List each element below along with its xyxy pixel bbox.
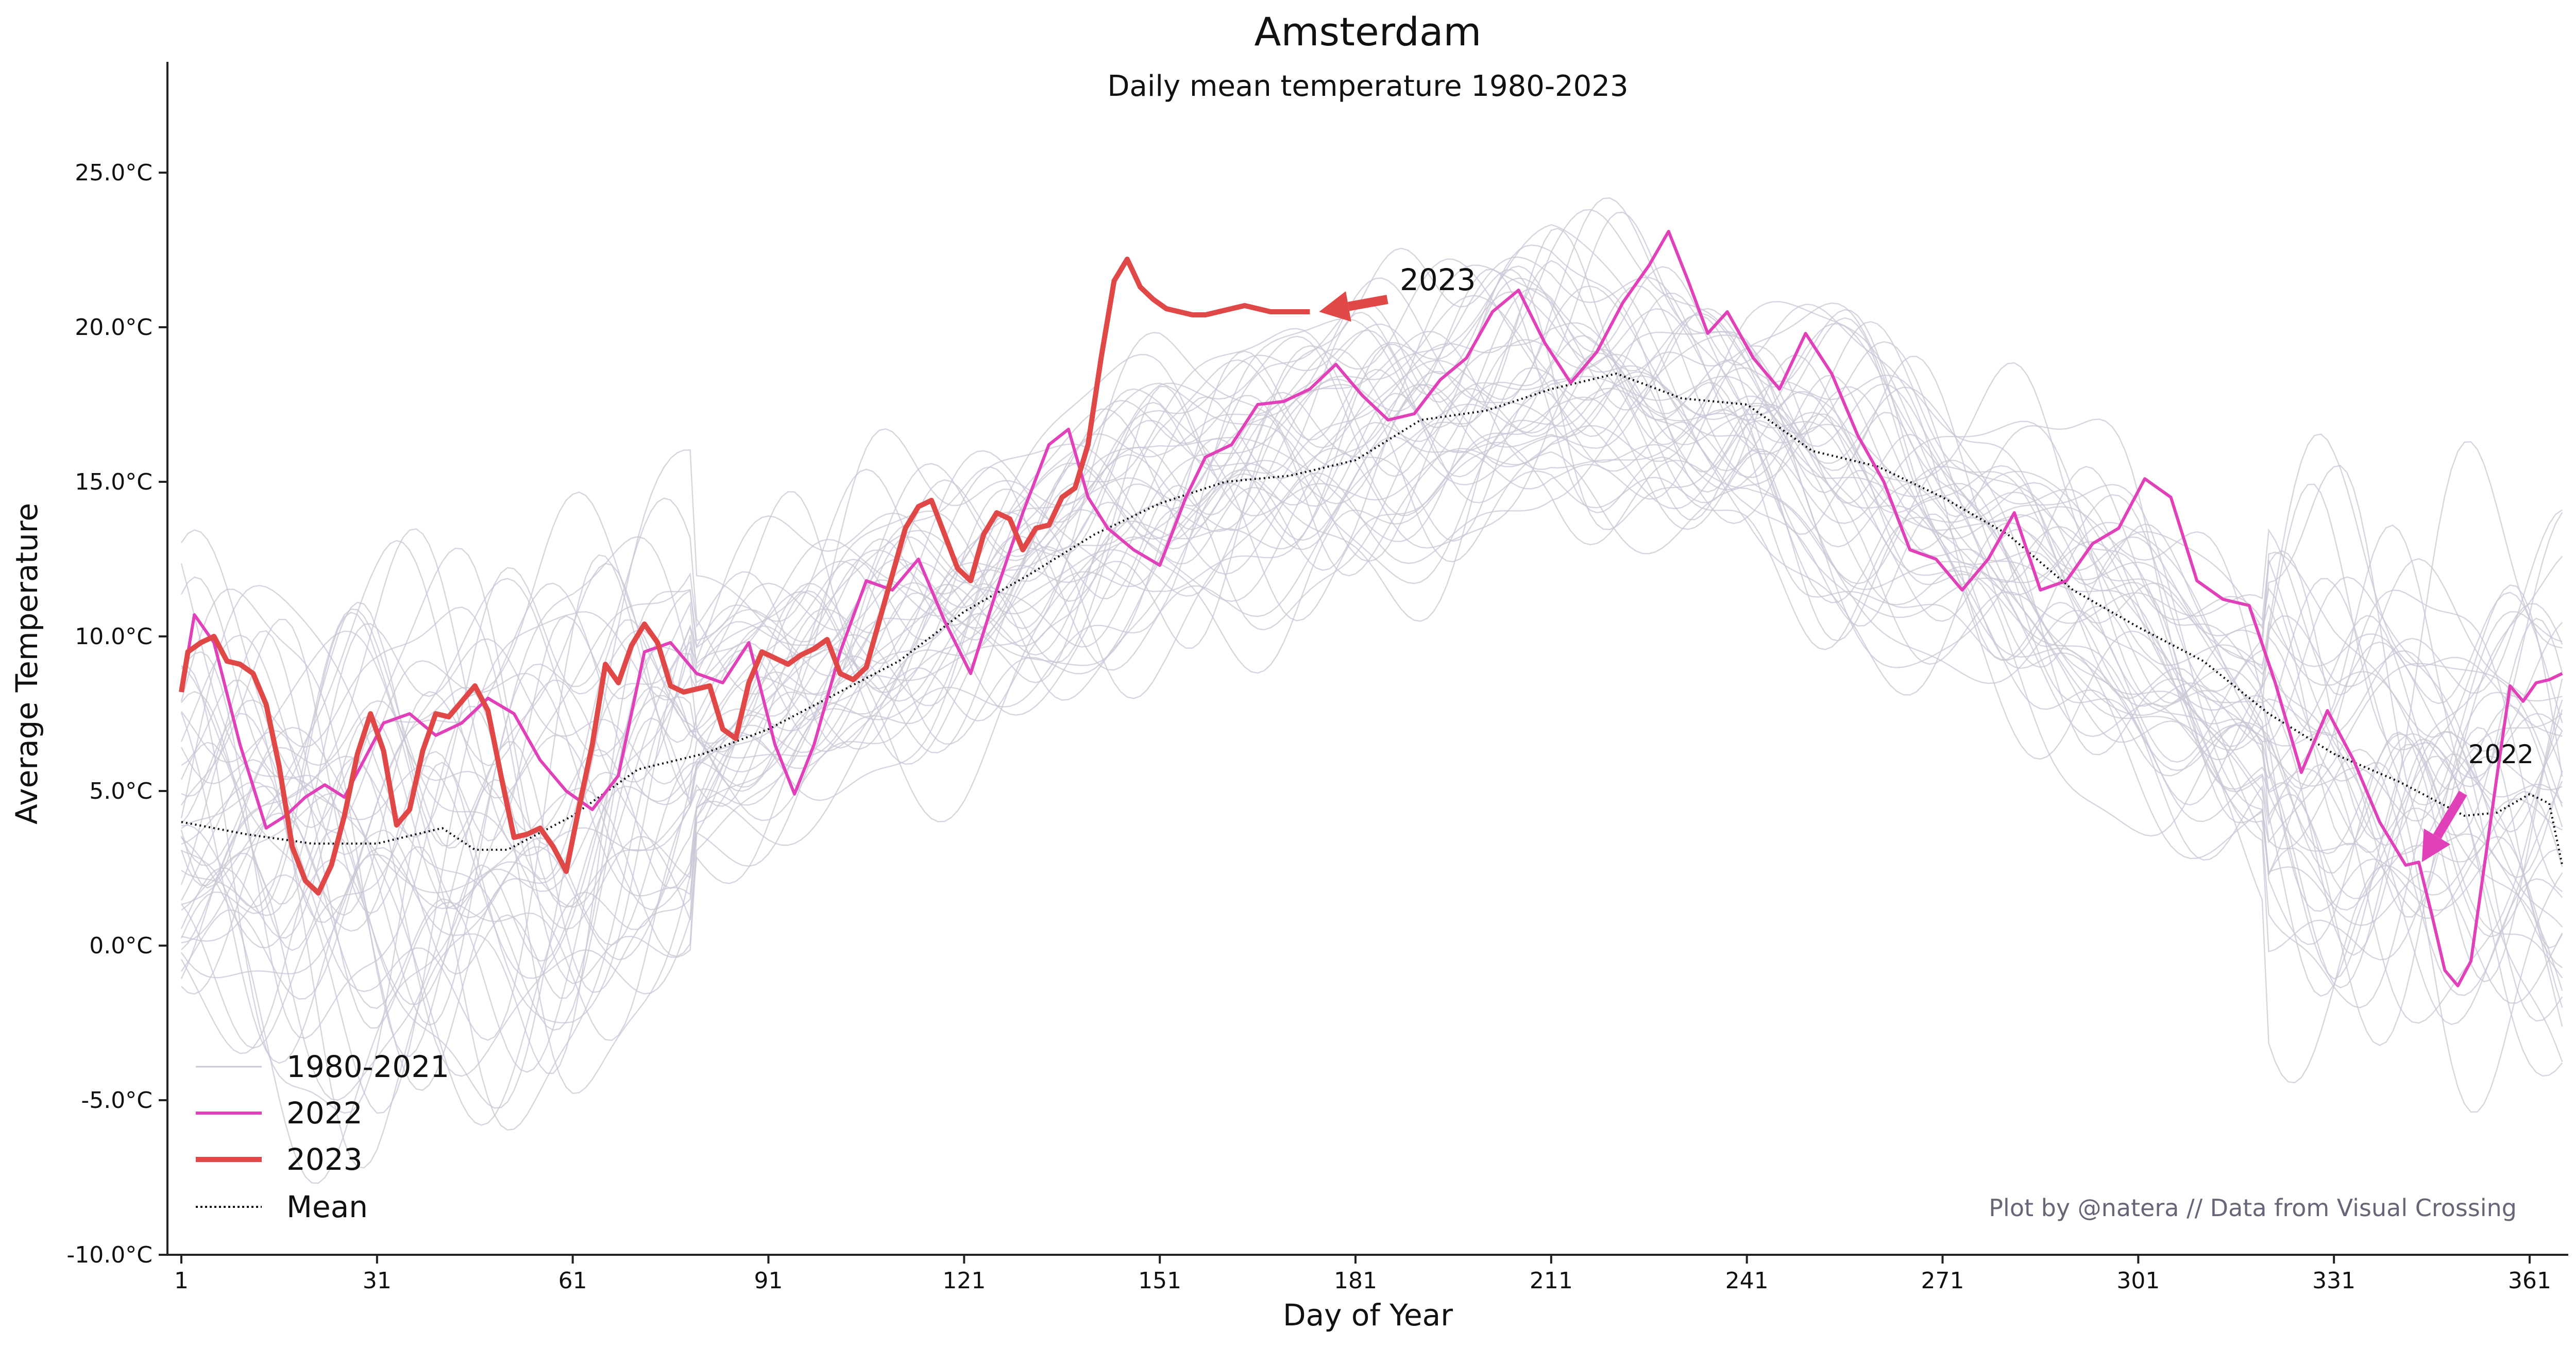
history-line-2003 — [181, 335, 2563, 1008]
x-tick-label: 151 — [1138, 1268, 1181, 1294]
y-tick-label: -10.0°C — [66, 1242, 152, 1268]
history-line-1994 — [181, 295, 2563, 1027]
x-tick-label: 31 — [363, 1268, 392, 1294]
annotation-2022-label: 2022 — [2468, 739, 2534, 769]
x-tick-label: 331 — [2312, 1268, 2355, 1294]
y-tick-label: 0.0°C — [89, 933, 152, 959]
x-tick-label: 241 — [1725, 1268, 1769, 1294]
history-line-1991 — [181, 317, 2563, 1095]
legend-label-2022: 2022 — [286, 1096, 363, 1131]
series-2023-line — [179, 257, 1310, 896]
history-line-2007 — [180, 334, 2563, 961]
history-line-1989 — [180, 321, 2563, 979]
x-tick-label: 91 — [754, 1268, 783, 1294]
history-line-1985 — [180, 356, 2563, 1169]
x-tick-label: 361 — [2508, 1268, 2551, 1294]
history-line-1983 — [181, 285, 2563, 1073]
history-line-1984 — [180, 301, 2563, 995]
chart-subtitle: Daily mean temperature 1980-2023 — [1107, 70, 1628, 103]
legend-label-history: 1980-2021 — [286, 1049, 449, 1084]
annotation-2023-arrow-shaft — [1347, 295, 1388, 311]
history-line-1990 — [181, 341, 2563, 944]
mean-line — [181, 372, 2564, 866]
series-2022-line — [180, 230, 2563, 987]
x-tick-label: 271 — [1921, 1268, 1964, 1294]
x-tick-label: 121 — [942, 1268, 986, 1294]
credit-text: Plot by @natera // Data from Visual Cros… — [1989, 1194, 2517, 1222]
history-line-2012 — [180, 331, 2563, 984]
y-tick-label: 15.0°C — [75, 469, 152, 495]
annotation-2022-arrow-head — [2421, 828, 2451, 862]
history-line-2014 — [181, 302, 2563, 1049]
y-tick-label: 10.0°C — [75, 624, 152, 650]
history-line-2013 — [181, 268, 2563, 1041]
history-line-2018 — [181, 277, 2563, 1025]
history-line-2015 — [181, 352, 2563, 920]
history-line-2000 — [181, 308, 2563, 957]
annotations: 2023 2022 — [1319, 262, 2534, 862]
history-line-1982 — [181, 329, 2563, 980]
x-tick-label: 181 — [1334, 1268, 1377, 1294]
y-tick-label: 25.0°C — [75, 160, 152, 186]
x-axis-label: Day of Year — [1283, 1298, 1453, 1333]
y-tick-label: -5.0°C — [81, 1087, 152, 1114]
x-tick-label: 61 — [558, 1268, 587, 1294]
mean-line-layer — [181, 372, 2564, 866]
history-line-2009 — [180, 332, 2563, 1004]
history-line-2011 — [180, 355, 2563, 1008]
history-line-1980 — [181, 265, 2563, 1113]
x-tick-label: 211 — [1530, 1268, 1573, 1294]
chart-title: Amsterdam — [1255, 9, 1482, 55]
legend-label-mean: Mean — [286, 1189, 368, 1224]
series-2023-layer — [179, 257, 1310, 896]
x-ticks: 1 31 61 91 121 151 181 211 241 271 301 331 361 — [174, 1255, 2551, 1294]
legend-label-2023: 2023 — [286, 1142, 363, 1177]
annotation-2023-label: 2023 — [1400, 262, 1476, 297]
history-line-2005 — [181, 256, 2563, 1114]
y-axis-label: Average Temperature — [9, 503, 44, 825]
y-tick-label: 20.0°C — [75, 314, 152, 341]
axes: -10.0°C -5.0°C 0.0°C 5.0°C 10.0°C 15.0°C 20.0°… — [66, 62, 2568, 1294]
x-tick-label: 1 — [174, 1268, 189, 1294]
history-lines-layer — [180, 197, 2563, 1184]
x-tick-label: 301 — [2116, 1268, 2160, 1294]
y-ticks: -10.0°C -5.0°C 0.0°C 5.0°C 10.0°C 15.0°C 20.0°… — [66, 160, 167, 1268]
annotation-2023-arrow-head — [1319, 291, 1351, 322]
history-line-1996 — [181, 309, 2563, 1077]
history-line-2010 — [180, 331, 2563, 1064]
history-line-2021 — [180, 258, 2563, 939]
y-tick-label: 5.0°C — [89, 778, 152, 804]
series-2022-layer — [180, 230, 2563, 987]
legend: 1980-2021 2022 2023 Mean — [196, 1049, 449, 1224]
annotation-2022-arrow-shaft — [2433, 790, 2467, 839]
history-line-2019 — [181, 224, 2563, 1026]
history-line-2020 — [180, 345, 2563, 993]
history-line-2017 — [181, 209, 2563, 1005]
history-line-2016 — [181, 291, 2563, 968]
history-line-1998 — [180, 260, 2563, 1077]
history-line-1986 — [181, 264, 2563, 1024]
history-line-1981 — [181, 318, 2563, 1184]
history-line-1987 — [181, 211, 2563, 999]
history-line-2001 — [180, 285, 2563, 1126]
